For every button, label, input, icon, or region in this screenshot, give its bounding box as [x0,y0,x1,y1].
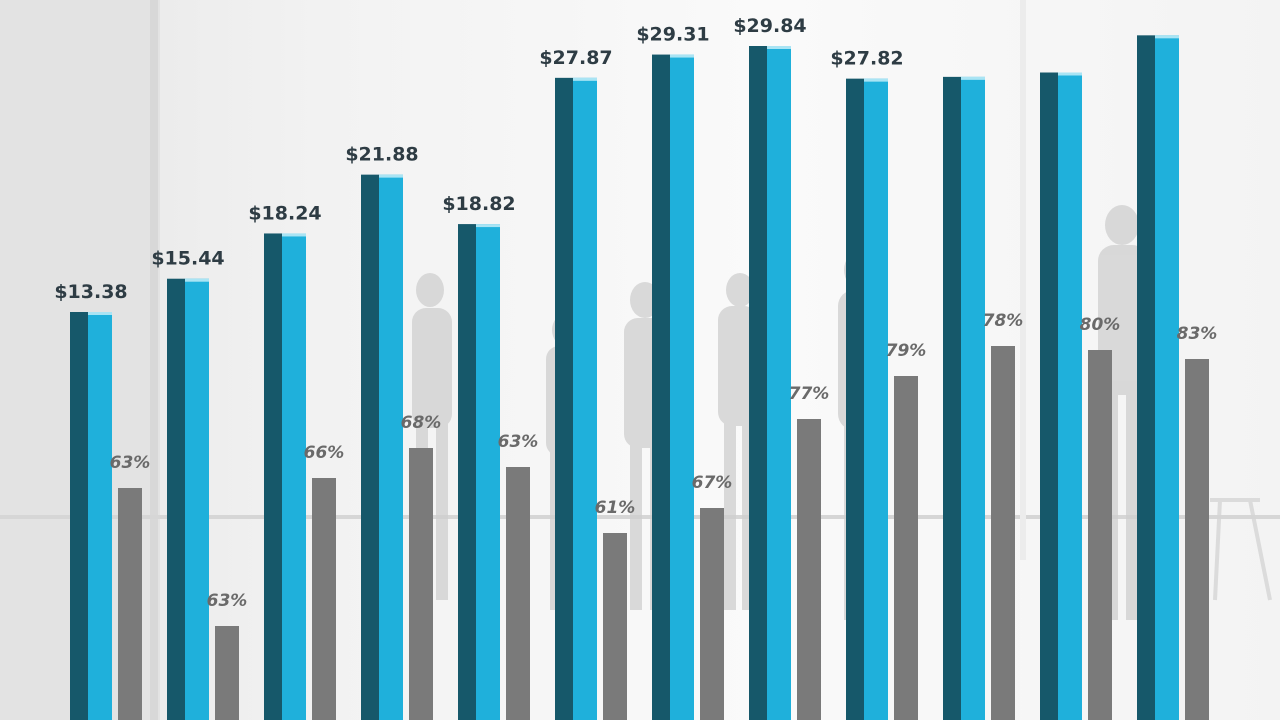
primary-value-label: $13.38 [54,281,127,303]
primary-bar [767,46,791,720]
secondary-bar [506,467,530,720]
secondary-value-label: 78% [983,311,1024,331]
primary-bar [379,174,403,720]
primary-bar-side [749,46,767,720]
secondary-value-label: 67% [692,473,733,493]
secondary-value-label: 83% [1177,324,1218,344]
primary-bar [282,233,306,720]
secondary-bar [1088,350,1112,720]
primary-bar [864,78,888,720]
primary-value-label: $27.82 [830,48,903,70]
primary-bar-side [361,174,379,720]
primary-bar-side [555,77,573,720]
primary-value-label: $15.44 [151,248,224,270]
primary-value-label: $21.88 [345,144,418,166]
secondary-value-label: 66% [304,443,345,463]
primary-bar-highlight [1058,72,1082,76]
secondary-bar [409,448,433,720]
secondary-bar [118,488,142,720]
secondary-bar [991,346,1015,720]
primary-bar [88,312,112,720]
primary-bar [1058,72,1082,720]
secondary-bar [894,376,918,720]
primary-bar-highlight [1155,35,1179,39]
secondary-bar [797,419,821,720]
secondary-bar [215,626,239,720]
primary-bar-highlight [864,78,888,82]
primary-bar-side [1137,35,1155,720]
primary-bar [476,224,500,720]
secondary-value-label: 63% [110,453,151,473]
secondary-value-label: 79% [886,341,927,361]
primary-bar [573,77,597,720]
primary-value-label: $29.31 [636,24,709,46]
secondary-value-label: 63% [498,432,539,452]
secondary-value-label: 77% [789,384,830,404]
primary-bar-highlight [379,174,403,178]
secondary-bar [700,508,724,720]
secondary-value-label: 68% [401,413,442,433]
secondary-value-label: 61% [595,498,636,518]
secondary-value-label: 63% [207,591,248,611]
primary-bar-highlight [767,46,791,49]
primary-value-label: $29.84 [733,15,806,37]
secondary-value-label: 80% [1080,315,1121,335]
primary-bar-highlight [282,233,306,237]
secondary-bar [1185,359,1209,720]
primary-bar-highlight [185,278,209,282]
primary-bar-side [167,278,185,720]
primary-bar-highlight [476,224,500,228]
primary-bar-highlight [88,312,112,315]
primary-bar-side [458,224,476,720]
primary-bar-side [943,76,961,720]
primary-bar [670,54,694,720]
primary-bar-highlight [670,54,694,58]
primary-bar-highlight [573,77,597,81]
primary-bar-highlight [961,76,985,80]
primary-bar [185,278,209,720]
primary-bar-side [652,54,670,720]
primary-bar-side [70,312,88,720]
primary-bar-side [1040,72,1058,720]
secondary-bar [312,478,336,720]
secondary-bar [603,533,627,720]
primary-value-label: $18.82 [442,193,515,215]
primary-bar [961,76,985,720]
primary-bar-side [264,233,282,720]
primary-bar-side [846,78,864,720]
primary-value-label: $18.24 [248,202,321,224]
primary-value-label: $27.87 [539,47,612,69]
primary-bar [1155,35,1179,720]
